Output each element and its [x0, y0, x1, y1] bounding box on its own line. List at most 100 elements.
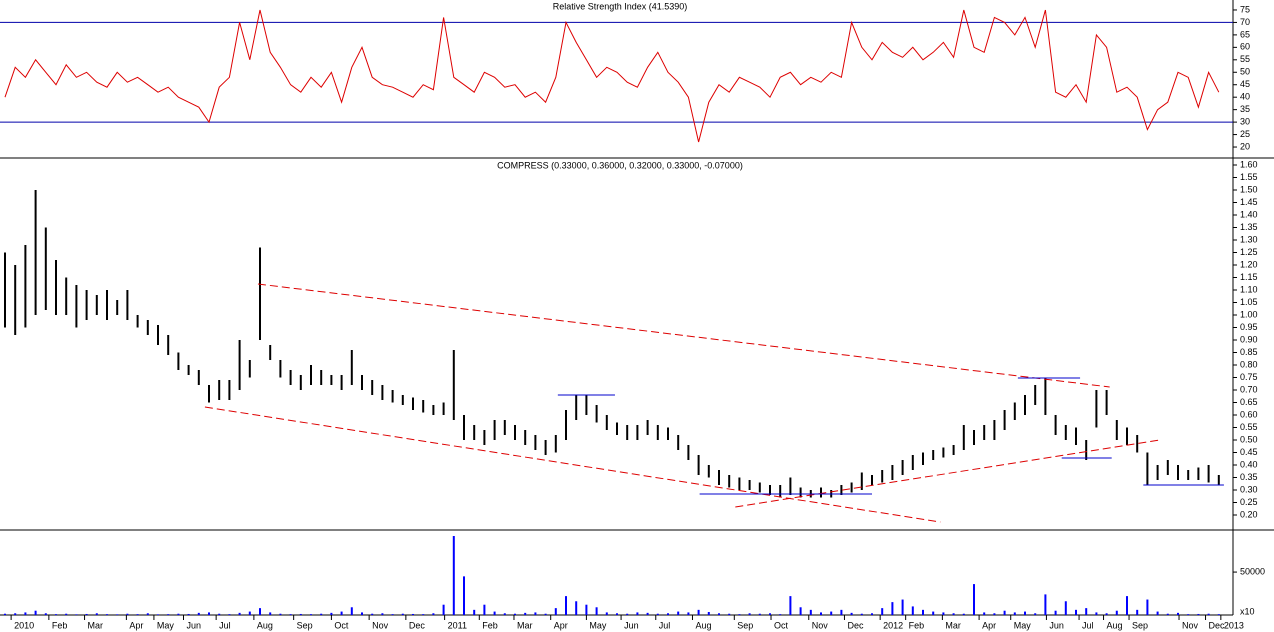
- volume-bar: [44, 613, 47, 615]
- x-tick-label: Sep: [297, 620, 313, 630]
- volume-bar: [1156, 611, 1159, 615]
- volume-bar: [728, 613, 731, 615]
- volume-bar: [299, 613, 302, 615]
- y-tick-label: 1.00: [1240, 309, 1258, 319]
- volume-bar: [922, 609, 924, 615]
- y-tick-label: 20: [1240, 141, 1250, 151]
- y-tick-label: 0.35: [1240, 472, 1258, 482]
- x-tick-label: Dec: [1209, 620, 1226, 630]
- y-tick-label: 0.60: [1240, 409, 1258, 419]
- volume-bar: [1085, 608, 1088, 615]
- volume-bar: [126, 613, 129, 615]
- volume-bar: [55, 614, 57, 615]
- volume-bar: [799, 607, 802, 615]
- volume-bar: [320, 613, 323, 615]
- x-tick-label: Jun: [624, 620, 639, 630]
- volume-bar: [463, 576, 465, 615]
- volume-bar: [187, 613, 190, 615]
- rsi-title: Relative Strength Index (41.5390): [553, 1, 688, 11]
- volume-bar: [1095, 612, 1098, 615]
- volume-bar: [830, 611, 833, 615]
- volume-bar: [1217, 614, 1220, 615]
- volume-bar: [136, 614, 139, 615]
- x-tick-label: Feb: [909, 620, 925, 630]
- y-tick-label: 50: [1240, 67, 1250, 77]
- y-tick-label: 50000: [1240, 566, 1265, 576]
- volume-bar: [1126, 596, 1128, 615]
- volume-bar: [310, 614, 312, 615]
- x-tick-label: Nov: [1182, 620, 1199, 630]
- volume-bar: [707, 611, 710, 615]
- price-title: COMPRESS (0.33000, 0.36000, 0.32000, 0.3…: [497, 160, 743, 170]
- volume-bar: [544, 613, 547, 615]
- volume-bar: [65, 613, 68, 615]
- volume-bar: [626, 613, 629, 615]
- x-tick-label: Apr: [554, 620, 568, 630]
- volume-bar: [901, 599, 904, 615]
- y-tick-label: 0.70: [1240, 384, 1258, 394]
- y-tick-label: 0.95: [1240, 322, 1258, 332]
- y-tick-label: 1.10: [1240, 284, 1258, 294]
- x-tick-label: Aug: [695, 620, 711, 630]
- volume-bar: [1034, 613, 1037, 615]
- volume-bar: [932, 611, 935, 615]
- volume-bar: [758, 613, 761, 615]
- x-tick-label: Feb: [52, 620, 68, 630]
- volume-bar: [473, 609, 476, 615]
- volume-bar: [412, 613, 414, 615]
- x-tick-label: Mar: [517, 620, 533, 630]
- volume-bar: [350, 607, 353, 615]
- x-tick-label: Oct: [334, 620, 349, 630]
- volume-bar: [514, 613, 516, 615]
- volume-bar: [952, 613, 955, 615]
- y-tick-label: 25: [1240, 129, 1250, 139]
- volume-bar: [503, 613, 506, 615]
- volume-bar: [85, 613, 88, 615]
- y-tick-label: 0.55: [1240, 422, 1258, 432]
- volume-bar: [1166, 613, 1169, 615]
- volume-bar: [1177, 612, 1179, 615]
- x-tick-label: May: [1014, 620, 1032, 630]
- volume-bar: [330, 612, 333, 615]
- y-tick-label: 0.30: [1240, 484, 1258, 494]
- volume-bar: [585, 604, 588, 615]
- volume-bar: [718, 613, 720, 615]
- y-tick-label: 70: [1240, 17, 1250, 27]
- volume-bar: [452, 536, 455, 615]
- x-tick-label: May: [157, 620, 175, 630]
- y-tick-label: 1.50: [1240, 184, 1258, 194]
- volume-bar: [371, 613, 374, 615]
- x-tick-label: Jun: [187, 620, 202, 630]
- trend-line: [257, 283, 1110, 388]
- volume-bar: [432, 613, 435, 615]
- y-tick-label: 1.25: [1240, 247, 1258, 257]
- x-tick-label: 2011: [448, 620, 467, 630]
- volume-bar: [605, 612, 608, 615]
- y-tick-label: 1.60: [1240, 159, 1258, 169]
- volume-bar: [860, 613, 863, 615]
- volume-bar: [34, 610, 37, 615]
- rsi-line: [4, 9, 1220, 143]
- x-tick-label: Aug: [257, 620, 273, 630]
- volume-bar: [197, 612, 200, 615]
- volume-bar: [840, 609, 843, 615]
- y-tick-label: 0.50: [1240, 434, 1258, 444]
- volume-bar: [1187, 614, 1190, 615]
- volume-bar: [891, 602, 894, 615]
- x-tick-label: 2013: [1224, 620, 1244, 630]
- volume-bar: [248, 611, 251, 615]
- y-tick-label: 45: [1240, 79, 1250, 89]
- volume-bar: [269, 612, 272, 615]
- volume-bar: [1197, 613, 1200, 615]
- volume-bar: [942, 612, 945, 615]
- volume-bar: [779, 614, 782, 615]
- volume-bar: [1105, 613, 1108, 615]
- volume-bar: [14, 613, 17, 615]
- volume-bar: [1064, 601, 1067, 615]
- volume-bar: [565, 596, 567, 615]
- volume-bar: [1024, 611, 1026, 615]
- y-tick-label: 1.40: [1240, 209, 1258, 219]
- volume-bar: [769, 613, 771, 615]
- volume-bar: [748, 613, 751, 615]
- y-tick-label: 0.65: [1240, 397, 1258, 407]
